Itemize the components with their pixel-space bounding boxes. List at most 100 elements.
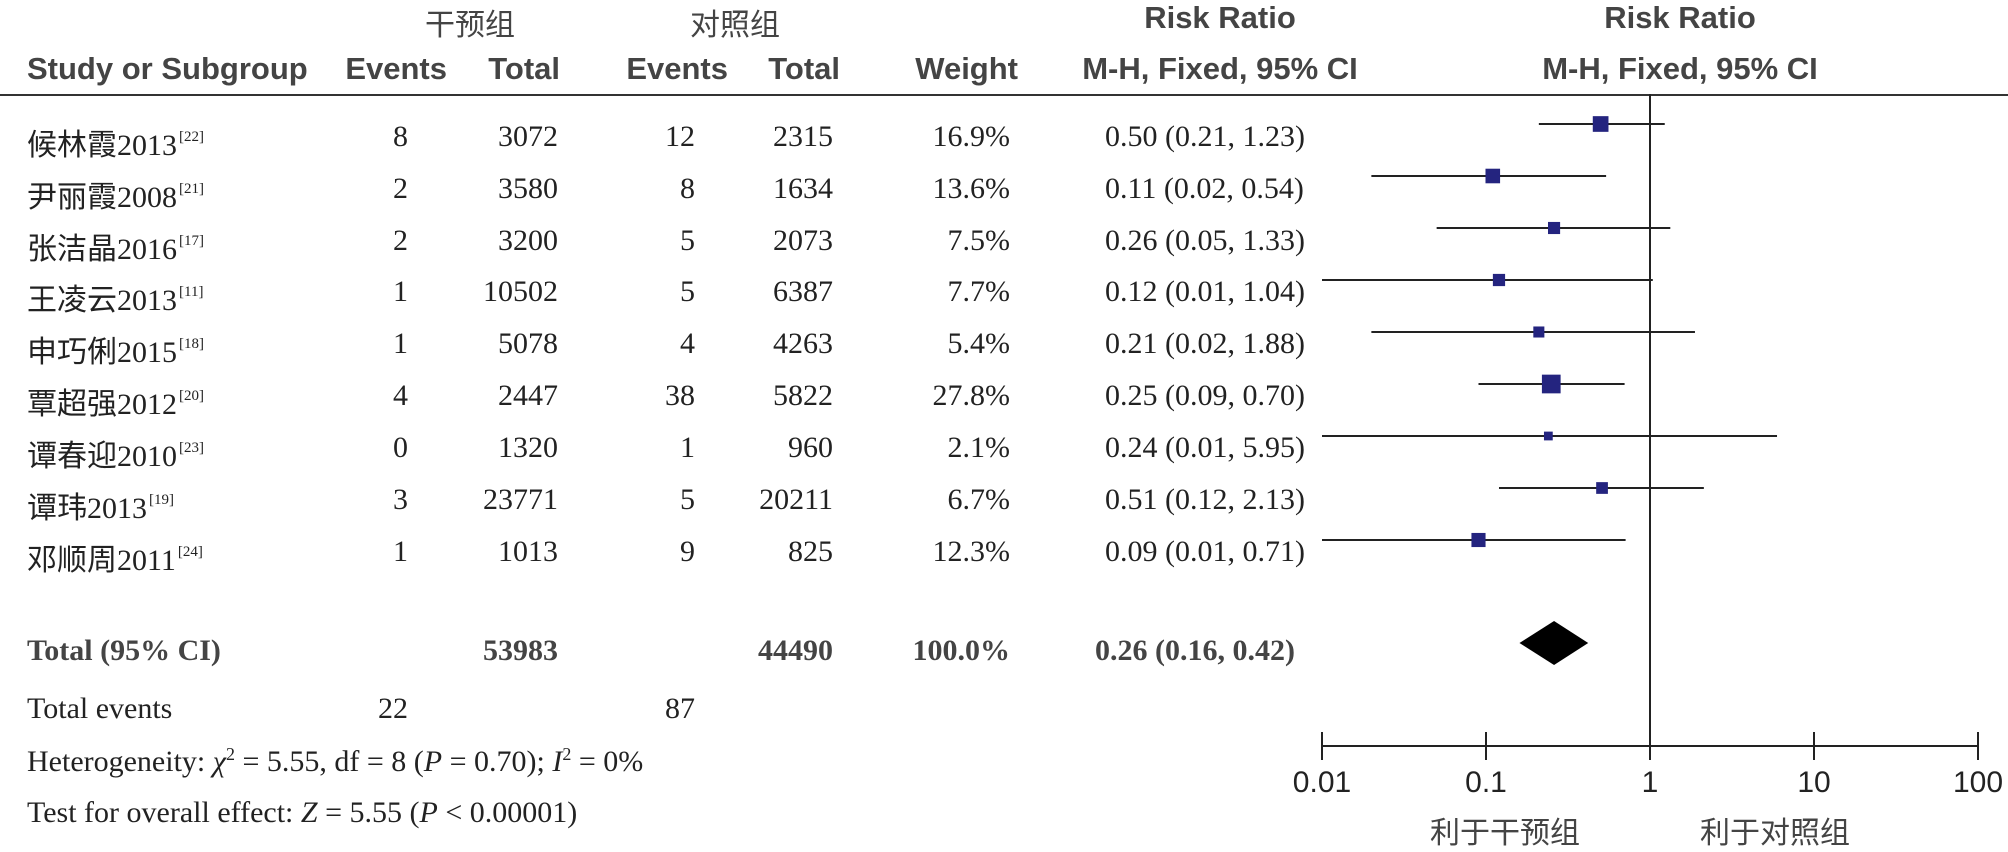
table-row: 谭玮2013 [19]	[27, 483, 174, 527]
tick-label: 0.01	[1292, 766, 1352, 799]
total1-cell: 1320	[498, 431, 558, 464]
ci-cell: 0.24 (0.01, 5.95)	[1105, 431, 1305, 464]
weight-cell: 7.7%	[947, 275, 1011, 308]
tick-label: 10	[1797, 766, 1831, 799]
study-name: 谭玮2013	[27, 492, 147, 525]
study-name: 谭春迎2010	[27, 440, 177, 473]
study-marker	[1492, 273, 1506, 287]
study-marker	[1533, 326, 1545, 338]
study-reference: [21]	[179, 181, 204, 197]
group1-header: 干预组	[425, 8, 515, 43]
total1-value: 53983	[483, 634, 558, 667]
weight-cell: 6.7%	[947, 483, 1011, 516]
total2-value: 44490	[758, 634, 833, 667]
weight-cell: 13.6%	[932, 172, 1011, 205]
events1-cell: 1	[393, 275, 408, 308]
study-column-header: Study or Subgroup	[27, 51, 308, 86]
total2-cell: 825	[788, 535, 833, 568]
weight-cell: 12.3%	[932, 535, 1011, 568]
events2-cell: 12	[665, 120, 695, 153]
method-plot-header: M-H, Fixed, 95% CI	[1542, 51, 1818, 86]
events2-cell: 5	[680, 224, 695, 257]
events1-cell: 3	[393, 483, 408, 516]
study-name: 张洁晶2016	[27, 233, 177, 266]
total-label: Total (95% CI)	[27, 634, 221, 667]
overall-effect-text: Test for overall effect: Z = 5.55 (P < 0…	[27, 796, 578, 829]
weight-cell: 2.1%	[947, 431, 1011, 464]
study-reference: [11]	[179, 284, 204, 300]
ci-cell: 0.12 (0.01, 1.04)	[1105, 275, 1305, 308]
ci-cell: 0.50 (0.21, 1.23)	[1105, 120, 1305, 153]
events2-cell: 4	[680, 327, 695, 360]
weight-header: Weight	[915, 51, 1018, 86]
favours-right-label: 利于对照组	[1700, 816, 1850, 851]
study-marker	[1541, 374, 1561, 394]
pooled-diamond	[1519, 621, 1589, 665]
table-row: 申巧俐2015 [18]	[27, 327, 204, 371]
total1-cell: 2447	[498, 379, 558, 412]
events2-cell: 9	[680, 535, 695, 568]
total1-cell: 10502	[483, 275, 558, 308]
events1-header: Events	[345, 51, 447, 86]
total2-cell: 1634	[773, 172, 833, 205]
events2-header: Events	[626, 51, 728, 86]
ci-cell: 0.25 (0.09, 0.70)	[1105, 379, 1305, 412]
events1-cell: 8	[393, 120, 408, 153]
study-reference: [23]	[179, 440, 204, 456]
events2-cell: 8	[680, 172, 695, 205]
ci-cell: 0.09 (0.01, 0.71)	[1105, 535, 1305, 568]
total1-cell: 3200	[498, 224, 558, 257]
study-marker	[1596, 482, 1608, 494]
table-row: 谭春迎2010 [23]	[27, 431, 204, 475]
total-events2: 87	[665, 692, 695, 725]
events2-cell: 5	[680, 483, 695, 516]
ci-cell: 0.51 (0.12, 2.13)	[1105, 483, 1305, 516]
total1-header: Total	[488, 51, 560, 86]
events1-cell: 2	[393, 172, 408, 205]
total2-cell: 6387	[773, 275, 833, 308]
total-events1: 22	[378, 692, 408, 725]
ci-cell: 0.21 (0.02, 1.88)	[1105, 327, 1305, 360]
tick-label: 0.1	[1465, 766, 1507, 799]
events2-cell: 5	[680, 275, 695, 308]
study-marker	[1547, 221, 1561, 235]
ci-cell: 0.26 (0.05, 1.33)	[1105, 224, 1305, 257]
group2-header: 对照组	[690, 8, 780, 43]
events2-cell: 1	[680, 431, 695, 464]
total2-header: Total	[768, 51, 840, 86]
ci-cell: 0.11 (0.02, 0.54)	[1105, 172, 1304, 205]
events1-cell: 0	[393, 431, 408, 464]
study-marker	[1543, 431, 1553, 441]
total2-cell: 2315	[773, 120, 833, 153]
total1-cell: 5078	[498, 327, 558, 360]
tick-label: 1	[1641, 766, 1659, 799]
table-row: 王凌云2013 [11]	[27, 275, 203, 319]
study-marker	[1485, 168, 1501, 184]
total2-cell: 20211	[759, 483, 833, 516]
study-name: 王凌云2013	[27, 284, 177, 317]
weight-cell: 7.5%	[947, 224, 1011, 257]
table-row: 候林霞2013 [22]	[27, 120, 204, 164]
study-reference: [19]	[149, 492, 174, 508]
events1-cell: 1	[393, 327, 408, 360]
total2-cell: 4263	[773, 327, 833, 360]
study-name: 候林霞2013	[27, 129, 177, 162]
total2-cell: 5822	[773, 379, 833, 412]
study-reference: [18]	[179, 336, 204, 352]
study-reference: [24]	[177, 544, 203, 560]
total1-cell: 3580	[498, 172, 558, 205]
table-row: 邓顺周2011 [24]	[27, 535, 203, 579]
table-row: 尹丽霞2008 [21]	[27, 172, 204, 216]
favours-left-label: 利于干预组	[1430, 816, 1580, 851]
events1-cell: 2	[393, 224, 408, 257]
total1-cell: 23771	[483, 483, 558, 516]
header-divider	[0, 94, 2008, 96]
study-name: 尹丽霞2008	[27, 181, 177, 214]
study-name: 申巧俐2015	[27, 336, 177, 369]
table-row: 覃超强2012 [20]	[27, 379, 204, 423]
events1-cell: 1	[393, 535, 408, 568]
weight-cell: 5.4%	[947, 327, 1011, 360]
table-row: 张洁晶2016 [17]	[27, 224, 204, 268]
study-marker	[1592, 116, 1609, 132]
events2-cell: 38	[665, 379, 695, 412]
